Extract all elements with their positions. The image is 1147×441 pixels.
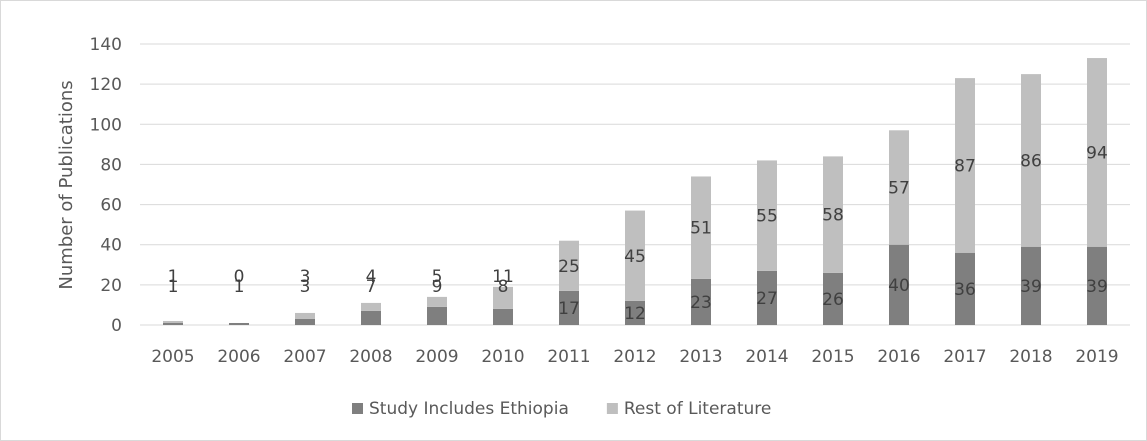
x-tick-label: 2015 (811, 347, 854, 367)
legend-label-1: Rest of Literature (624, 399, 771, 419)
bar-rest-2007 (295, 312, 315, 319)
data-label-rest: 5 (432, 267, 443, 287)
data-label-rest: 1 (168, 267, 179, 287)
data-labels: 11 10 33 74 95 811172512452351275526584057368… (168, 143, 1108, 324)
x-tick-label: 2006 (217, 347, 260, 367)
data-label-ethiopia: 36 (954, 280, 976, 300)
data-label-rest: 51 (690, 219, 712, 239)
x-tick-label: 2013 (679, 347, 722, 367)
bar-ethiopia-2008 (361, 310, 381, 325)
data-label-ethiopia: 1 (168, 277, 179, 297)
y-tick-label: 80 (100, 155, 122, 175)
x-tick-label: 2011 (547, 347, 590, 367)
bar-rest-2012 (625, 210, 645, 301)
bar-rest-2013 (691, 176, 711, 279)
y-tick-label: 120 (90, 75, 122, 95)
data-label-ethiopia: 9 (432, 277, 443, 297)
bar-ethiopia-2005 (163, 322, 183, 325)
bar-rest-2008 (361, 302, 381, 311)
x-tick-label: 2010 (481, 347, 524, 367)
x-tick-label: 2014 (745, 347, 788, 367)
data-label-rest: 87 (954, 156, 976, 176)
bar-ethiopia-2006 (229, 322, 249, 325)
x-tick-label: 2016 (877, 347, 920, 367)
data-label-ethiopia: 8 (498, 277, 509, 297)
legend-swatch-1 (606, 403, 618, 414)
data-label-ethiopia: 39 (1086, 277, 1108, 297)
data-label-rest: 3 (300, 267, 311, 287)
x-tick-label: 2008 (349, 347, 392, 367)
data-label-rest: 58 (822, 206, 844, 226)
y-tick-label: 140 (90, 35, 122, 55)
data-label-rest: 25 (558, 257, 580, 277)
data-label-ethiopia: 40 (888, 276, 910, 296)
bar-ethiopia-2018 (1021, 246, 1041, 325)
x-tick-label: 2019 (1075, 347, 1118, 367)
data-label-rest: 0 (234, 267, 245, 287)
data-label-rest: 86 (1020, 151, 1042, 171)
bar-rest-2018 (1021, 74, 1041, 247)
bar-ethiopia-2007 (295, 318, 315, 325)
bar-rest-2015 (823, 156, 843, 273)
bar-ethiopia-2019 (1087, 246, 1107, 325)
x-axis-ticks: 2005 2006 2007 2008 2009 2010 2011 2012 2013 2014… (151, 347, 1118, 367)
data-label-ethiopia: 27 (756, 289, 778, 309)
x-tick-label: 2005 (151, 347, 194, 367)
data-label-rest: 94 (1086, 143, 1108, 163)
data-label-ethiopia: 23 (690, 293, 712, 313)
bar-rest-2019 (1087, 58, 1107, 247)
data-label-ethiopia: 17 (558, 299, 580, 319)
data-label-rest: 11 (492, 267, 514, 287)
bar-ethiopia-2016 (889, 244, 909, 325)
legend: Study Includes Ethiopia Rest of Literatur… (352, 399, 771, 419)
legend-label-0: Study Includes Ethiopia (369, 399, 569, 419)
bar-ethiopia-2015 (823, 272, 843, 325)
x-tick-label: 2017 (943, 347, 986, 367)
bar-rest-2016 (889, 130, 909, 245)
x-tick-label: 2018 (1009, 347, 1052, 367)
y-tick-label: 0 (111, 316, 122, 336)
data-label-ethiopia: 7 (366, 277, 377, 297)
bar-rest-2011 (559, 240, 579, 291)
data-label-ethiopia: 26 (822, 290, 844, 310)
y-tick-label: 20 (100, 276, 122, 296)
bar-ethiopia-2014 (757, 270, 777, 325)
data-label-ethiopia: 39 (1020, 277, 1042, 297)
x-tick-label: 2007 (283, 347, 326, 367)
data-label-rest: 45 (624, 247, 646, 267)
x-tick-label: 2009 (415, 347, 458, 367)
bar-ethiopia-2013 (691, 278, 711, 325)
bar-rest-2010 (493, 286, 513, 309)
bar-rest-2009 (427, 296, 447, 307)
bar-ethiopia-2011 (559, 290, 579, 325)
bar-rest-2014 (757, 160, 777, 271)
x-tick-label: 2012 (613, 347, 656, 367)
bar-ethiopia-2010 (493, 308, 513, 325)
bar-ethiopia-2017 (955, 252, 975, 325)
bar-ethiopia-2012 (625, 300, 645, 325)
data-label-ethiopia: 3 (300, 277, 311, 297)
data-label-rest: 4 (366, 267, 377, 287)
data-label-rest: 55 (756, 207, 778, 227)
y-tick-label: 40 (100, 236, 122, 256)
bar-rest-2017 (955, 78, 975, 253)
bar-rest-2005 (163, 320, 183, 323)
legend-swatch-0 (352, 403, 363, 414)
y-tick-label: 60 (100, 196, 122, 216)
y-axis-title: Number of Publications (56, 80, 77, 289)
data-label-ethiopia: 12 (624, 304, 646, 324)
data-label-rest: 57 (888, 179, 910, 199)
bar-ethiopia-2009 (427, 306, 447, 325)
y-axis-ticks: 0 20 40 60 80 100 120 140 (90, 35, 122, 336)
y-tick-label: 100 (90, 115, 122, 135)
bars (163, 58, 1107, 325)
data-label-ethiopia: 1 (234, 277, 245, 297)
